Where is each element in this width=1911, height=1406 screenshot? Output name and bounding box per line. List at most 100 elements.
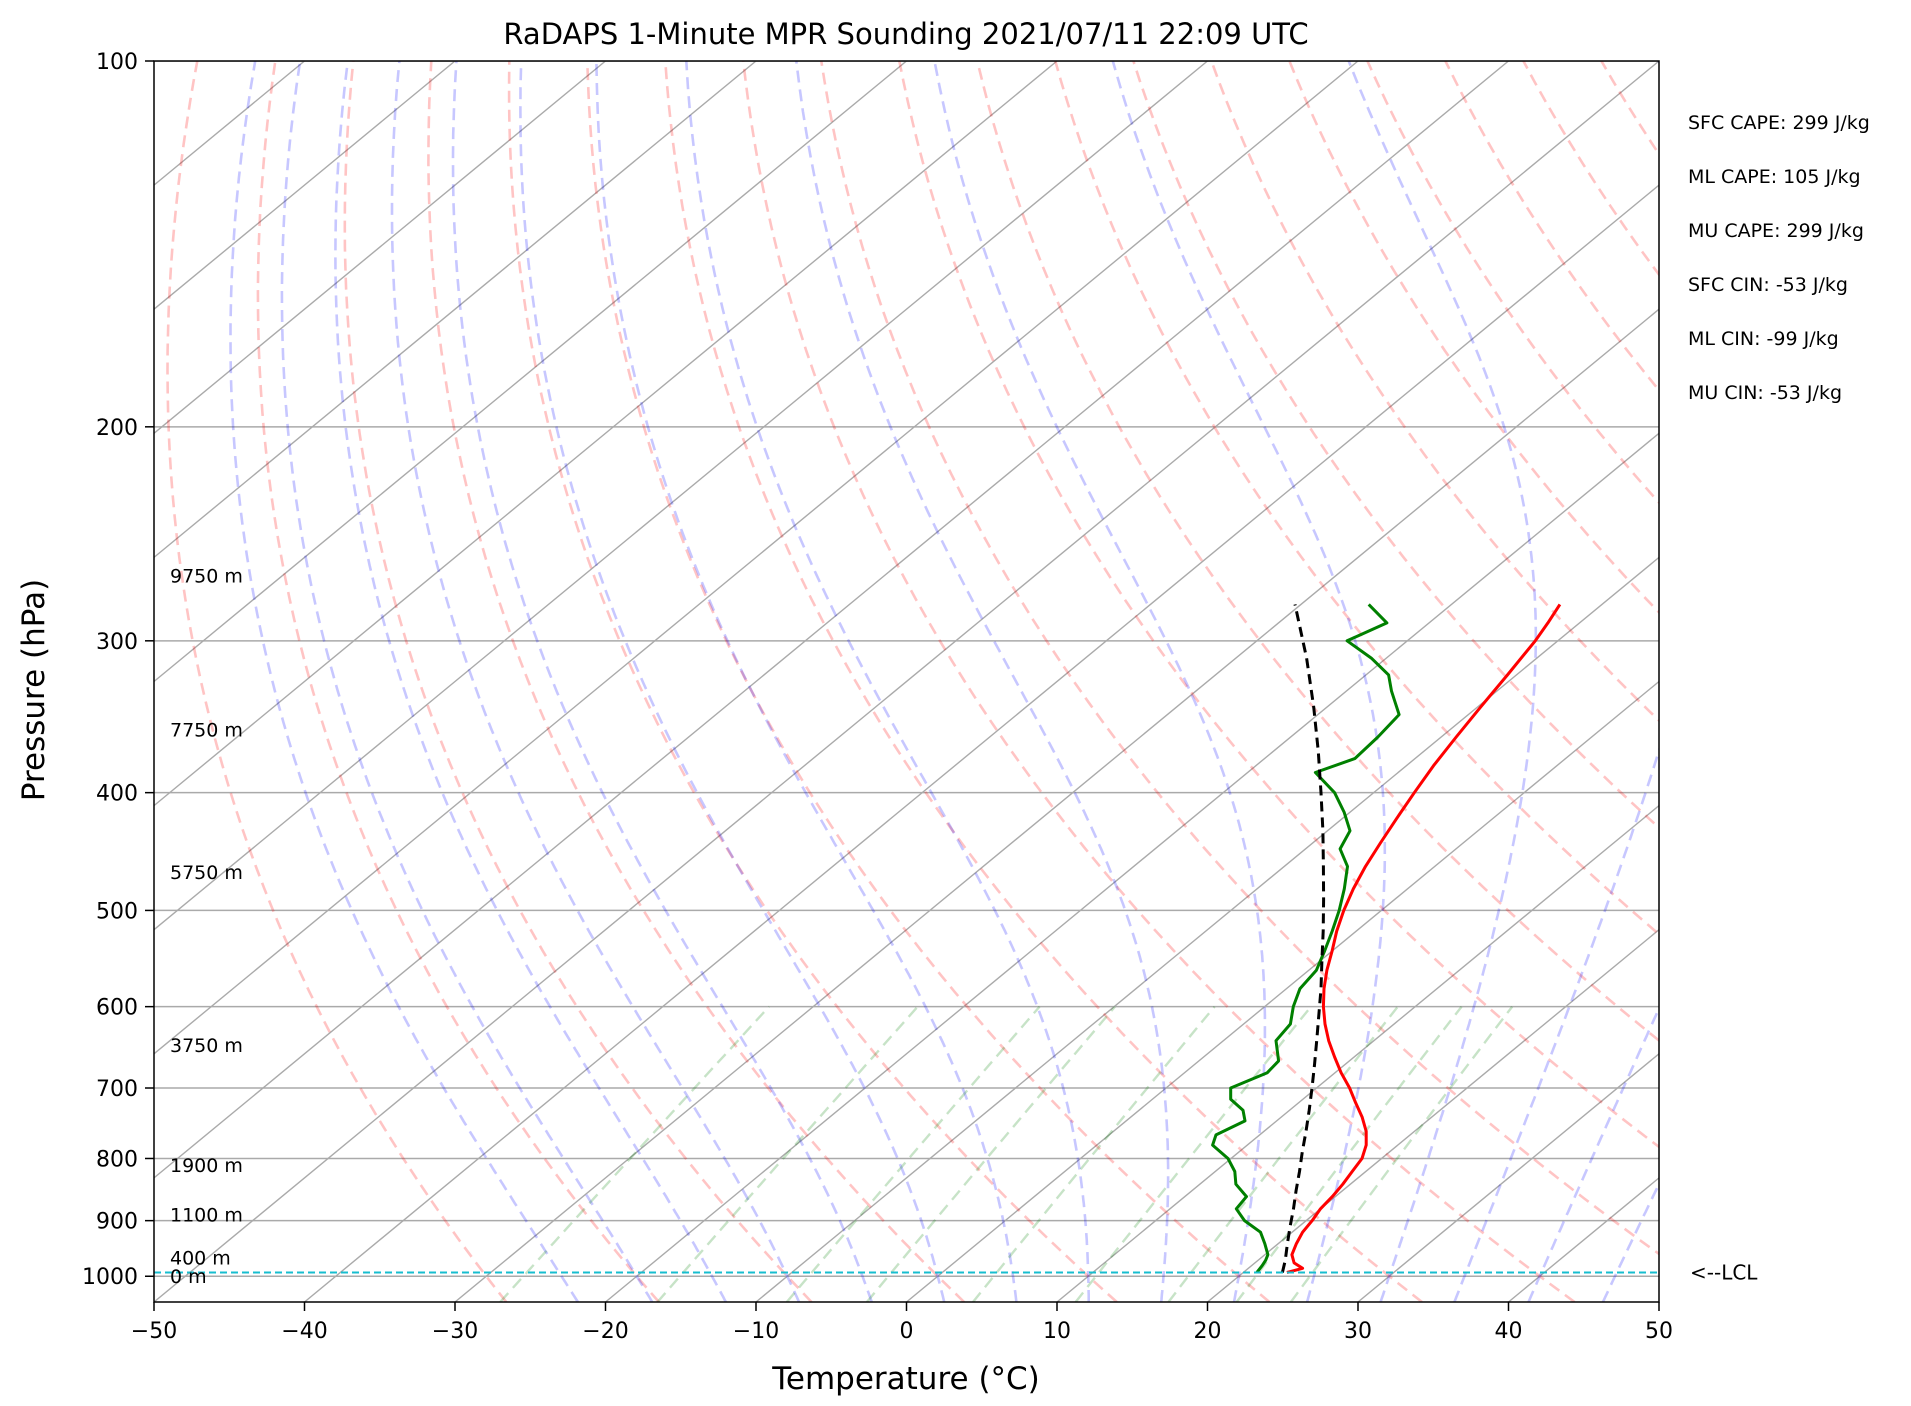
isotherm [154, 61, 1659, 1302]
dry-adiabat [1132, 61, 1659, 830]
x-tick-label: −30 [432, 1319, 478, 1344]
isotherm [154, 61, 907, 683]
mixing-ratio-line [1167, 1005, 1399, 1302]
mixing-ratio-line [1235, 1005, 1463, 1302]
parcel-profile [1280, 604, 1326, 1273]
mixing-ratio-line [1074, 1005, 1312, 1302]
isotherm [1810, 61, 1911, 1302]
index-label: SFC CAPE: 299 J/kg [1688, 112, 1870, 134]
mixing-ratio-line [785, 1005, 1041, 1302]
index-label: SFC CIN: -53 J/kg [1688, 274, 1848, 296]
mixing-ratio-line [656, 1005, 919, 1302]
y-axis-label: Pressure (hPa) [16, 579, 52, 801]
x-tick-label: 20 [1194, 1319, 1222, 1344]
y-tick-label: 500 [96, 899, 138, 924]
isotherm [1207, 928, 1659, 1302]
dry-adiabat [664, 61, 1423, 1302]
isotherm [154, 61, 1058, 807]
y-tick-label: 1000 [82, 1265, 138, 1290]
y-tick-label: 200 [96, 416, 138, 441]
y-tick-label: 100 [96, 50, 138, 75]
axes: −50 −40 −30 −20 −10 0 10 20 30 40 50 100 200 300 400 50… [82, 50, 1673, 1344]
height-label: 9750 m [170, 565, 243, 587]
index-label: ML CIN: -99 J/kg [1688, 328, 1839, 350]
dry-adiabat [427, 61, 966, 1302]
background-lines [154, 61, 1911, 1302]
isotherm [755, 556, 1659, 1302]
x-tick-label: 50 [1645, 1319, 1673, 1344]
x-axis-label: Temperature (°C) [771, 1361, 1040, 1397]
dry-adiabat [343, 61, 813, 1302]
mixing-ratio-line [972, 1005, 1216, 1302]
isotherm [154, 61, 1208, 931]
moist-adiabat [795, 61, 1170, 1302]
y-tick-label: 900 [96, 1210, 138, 1235]
moist-adiabat [1601, 1181, 1659, 1302]
dry-adiabat [742, 61, 1576, 1302]
dry-adiabat [976, 61, 1659, 1043]
moist-adiabat [1678, 61, 1911, 1302]
chart-title: RaDAPS 1-Minute MPR Sounding 2021/07/11 … [503, 17, 1308, 51]
dry-adiabat [166, 61, 508, 1302]
moist-adiabat [229, 61, 579, 1302]
x-tick-label: −10 [733, 1319, 779, 1344]
height-label: 1100 m [170, 1205, 243, 1227]
dry-adiabat [586, 61, 1271, 1302]
height-label: 0 m [170, 1266, 207, 1288]
height-label: 400 m [170, 1247, 231, 1269]
isotherm [605, 432, 1659, 1302]
isotherm [154, 61, 757, 559]
moist-adiabat [1111, 61, 1387, 1302]
x-tick-label: −20 [582, 1319, 628, 1344]
moist-adiabat [1347, 61, 1538, 1302]
isotherm [304, 184, 1659, 1302]
x-tick-label: 0 [900, 1319, 914, 1344]
x-tick-label: −50 [131, 1319, 177, 1344]
lcl-label: <--LCL [1690, 1261, 1758, 1285]
dry-adiabat [898, 61, 1659, 1149]
x-tick-label: −40 [281, 1319, 327, 1344]
index-label: MU CIN: -53 J/kg [1688, 382, 1842, 404]
moist-adiabat [334, 61, 728, 1302]
moist-adiabat [933, 61, 1267, 1302]
isotherm [906, 680, 1659, 1302]
dry-adiabat [507, 61, 1118, 1302]
y-tick-label: 800 [96, 1147, 138, 1172]
y-tick-label: 300 [96, 630, 138, 655]
temperature-profile [1286, 603, 1562, 1274]
isotherm [154, 61, 456, 311]
x-tick-label: 10 [1043, 1319, 1071, 1344]
dry-adiabat [1522, 61, 1659, 277]
dry-adiabat [820, 61, 1659, 1256]
moist-adiabat [595, 61, 1018, 1302]
isotherm [1056, 804, 1659, 1302]
isotherm [1658, 1301, 1659, 1302]
x-tick-label: 40 [1495, 1319, 1523, 1344]
moist-adiabat [519, 61, 946, 1302]
index-label: ML CAPE: 105 J/kg [1688, 166, 1861, 188]
isotherm [154, 61, 606, 435]
isotherm [454, 308, 1659, 1302]
dry-adiabat [1757, 61, 1911, 1302]
sounding-profiles [154, 603, 1659, 1274]
y-tick-label: 700 [96, 1077, 138, 1102]
height-label: 3750 m [170, 1035, 243, 1057]
isotherm [1357, 1052, 1659, 1302]
mixing-ratio-line [1289, 1005, 1514, 1302]
mixing-ratio-line [499, 1005, 770, 1302]
moist-adiabat [451, 61, 873, 1302]
index-label: MU CAPE: 299 J/kg [1688, 220, 1864, 242]
y-tick-label: 600 [96, 996, 138, 1021]
moist-adiabat [685, 61, 1090, 1302]
dewpoint-profile [1211, 603, 1401, 1274]
y-tick-label: 400 [96, 782, 138, 807]
isotherm [154, 61, 1359, 1055]
moist-adiabat [280, 61, 654, 1302]
dry-adiabat [1679, 61, 1911, 1302]
dry-adiabat [1288, 61, 1659, 615]
x-tick-label: 30 [1344, 1319, 1372, 1344]
moist-adiabat [390, 61, 801, 1302]
dry-adiabat [1210, 61, 1659, 723]
